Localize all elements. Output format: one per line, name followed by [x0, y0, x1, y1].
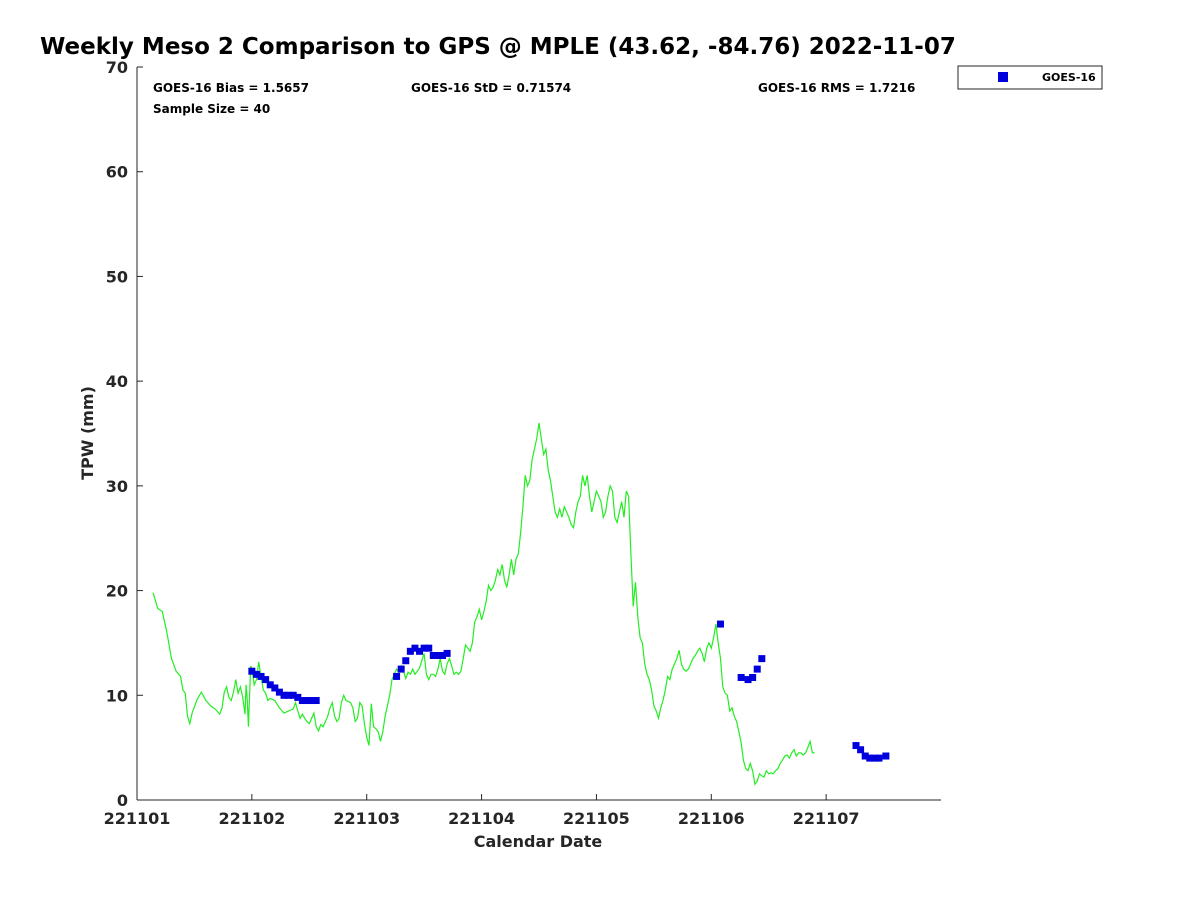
goes16-point	[744, 676, 752, 684]
goes16-point	[402, 657, 410, 665]
legend-label-goes16: GOES-16	[1042, 71, 1096, 84]
y-tick-label: 40	[106, 372, 128, 391]
goes16-point	[875, 754, 883, 762]
x-tick-label: 221103	[333, 809, 400, 828]
goes16-point	[298, 697, 306, 705]
y-tick-label: 50	[106, 267, 128, 286]
legend-marker-goes16	[998, 72, 1008, 82]
gps-tpw-line	[152, 422, 815, 786]
y-axis-title: TPW (mm)	[78, 386, 97, 480]
goes16-point	[425, 644, 433, 652]
goes16-point	[758, 655, 766, 663]
goes16-point	[248, 667, 256, 675]
x-tick-label: 221101	[104, 809, 171, 828]
goes16-point	[420, 644, 428, 652]
stat-sample-size: Sample Size = 40	[153, 102, 270, 116]
goes16-point	[275, 688, 283, 696]
x-tick-label: 221102	[218, 809, 285, 828]
goes16-point	[252, 670, 260, 678]
y-tick-label: 0	[117, 791, 128, 810]
goes16-point	[397, 665, 405, 673]
y-ticks: 0 10 20 30 40 50 60 70	[106, 58, 143, 810]
goes16-point	[882, 752, 890, 760]
x-tick-label: 221105	[563, 809, 630, 828]
chart-title: Weekly Meso 2 Comparison to GPS @ MPLE (…	[40, 34, 956, 60]
y-tick-label: 30	[106, 477, 128, 496]
plot-area	[137, 67, 941, 800]
goes16-point	[257, 672, 265, 680]
goes16-point	[443, 649, 451, 657]
goes16-point	[262, 676, 270, 684]
goes16-point	[312, 697, 320, 705]
goes16-point	[406, 647, 414, 655]
x-ticks: 221101 221102 221103 221104 221105 221106 2211…	[104, 794, 860, 828]
y-tick-label: 70	[106, 58, 128, 77]
y-tick-label: 60	[106, 163, 128, 182]
goes16-point	[303, 697, 311, 705]
goes16-point	[289, 691, 297, 699]
goes16-point	[294, 693, 302, 701]
goes16-point	[280, 691, 288, 699]
goes16-point	[439, 651, 447, 659]
goes16-point	[870, 754, 878, 762]
goes16-point	[285, 691, 293, 699]
x-axis-title: Calendar Date	[474, 832, 603, 851]
goes16-point	[393, 672, 401, 680]
stat-rms: GOES-16 RMS = 1.7216	[758, 81, 915, 95]
goes16-point	[857, 746, 865, 754]
goes16-point	[866, 754, 874, 762]
y-tick-label: 20	[106, 582, 128, 601]
y-tick-label: 10	[106, 686, 128, 705]
goes16-point	[737, 673, 745, 681]
goes16-point	[266, 681, 274, 689]
legend-box	[957, 65, 1103, 90]
x-tick-label: 221107	[793, 809, 860, 828]
goes16-point	[416, 647, 424, 655]
goes16-point	[434, 651, 442, 659]
goes16-point	[411, 644, 419, 652]
legend: GOES-16	[957, 65, 1103, 90]
stat-bias: GOES-16 Bias = 1.5657	[153, 81, 309, 95]
series-layer	[152, 422, 890, 786]
goes16-point	[308, 697, 316, 705]
goes16-point	[716, 620, 724, 628]
goes16-point	[852, 742, 860, 750]
x-tick-label: 221104	[448, 809, 515, 828]
goes16-point	[749, 673, 757, 681]
goes16-point	[861, 752, 869, 760]
goes16-point	[271, 684, 279, 692]
goes16-point	[753, 665, 761, 673]
stat-std: GOES-16 StD = 0.71574	[411, 81, 571, 95]
goes16-point	[429, 651, 437, 659]
x-tick-label: 221106	[678, 809, 745, 828]
